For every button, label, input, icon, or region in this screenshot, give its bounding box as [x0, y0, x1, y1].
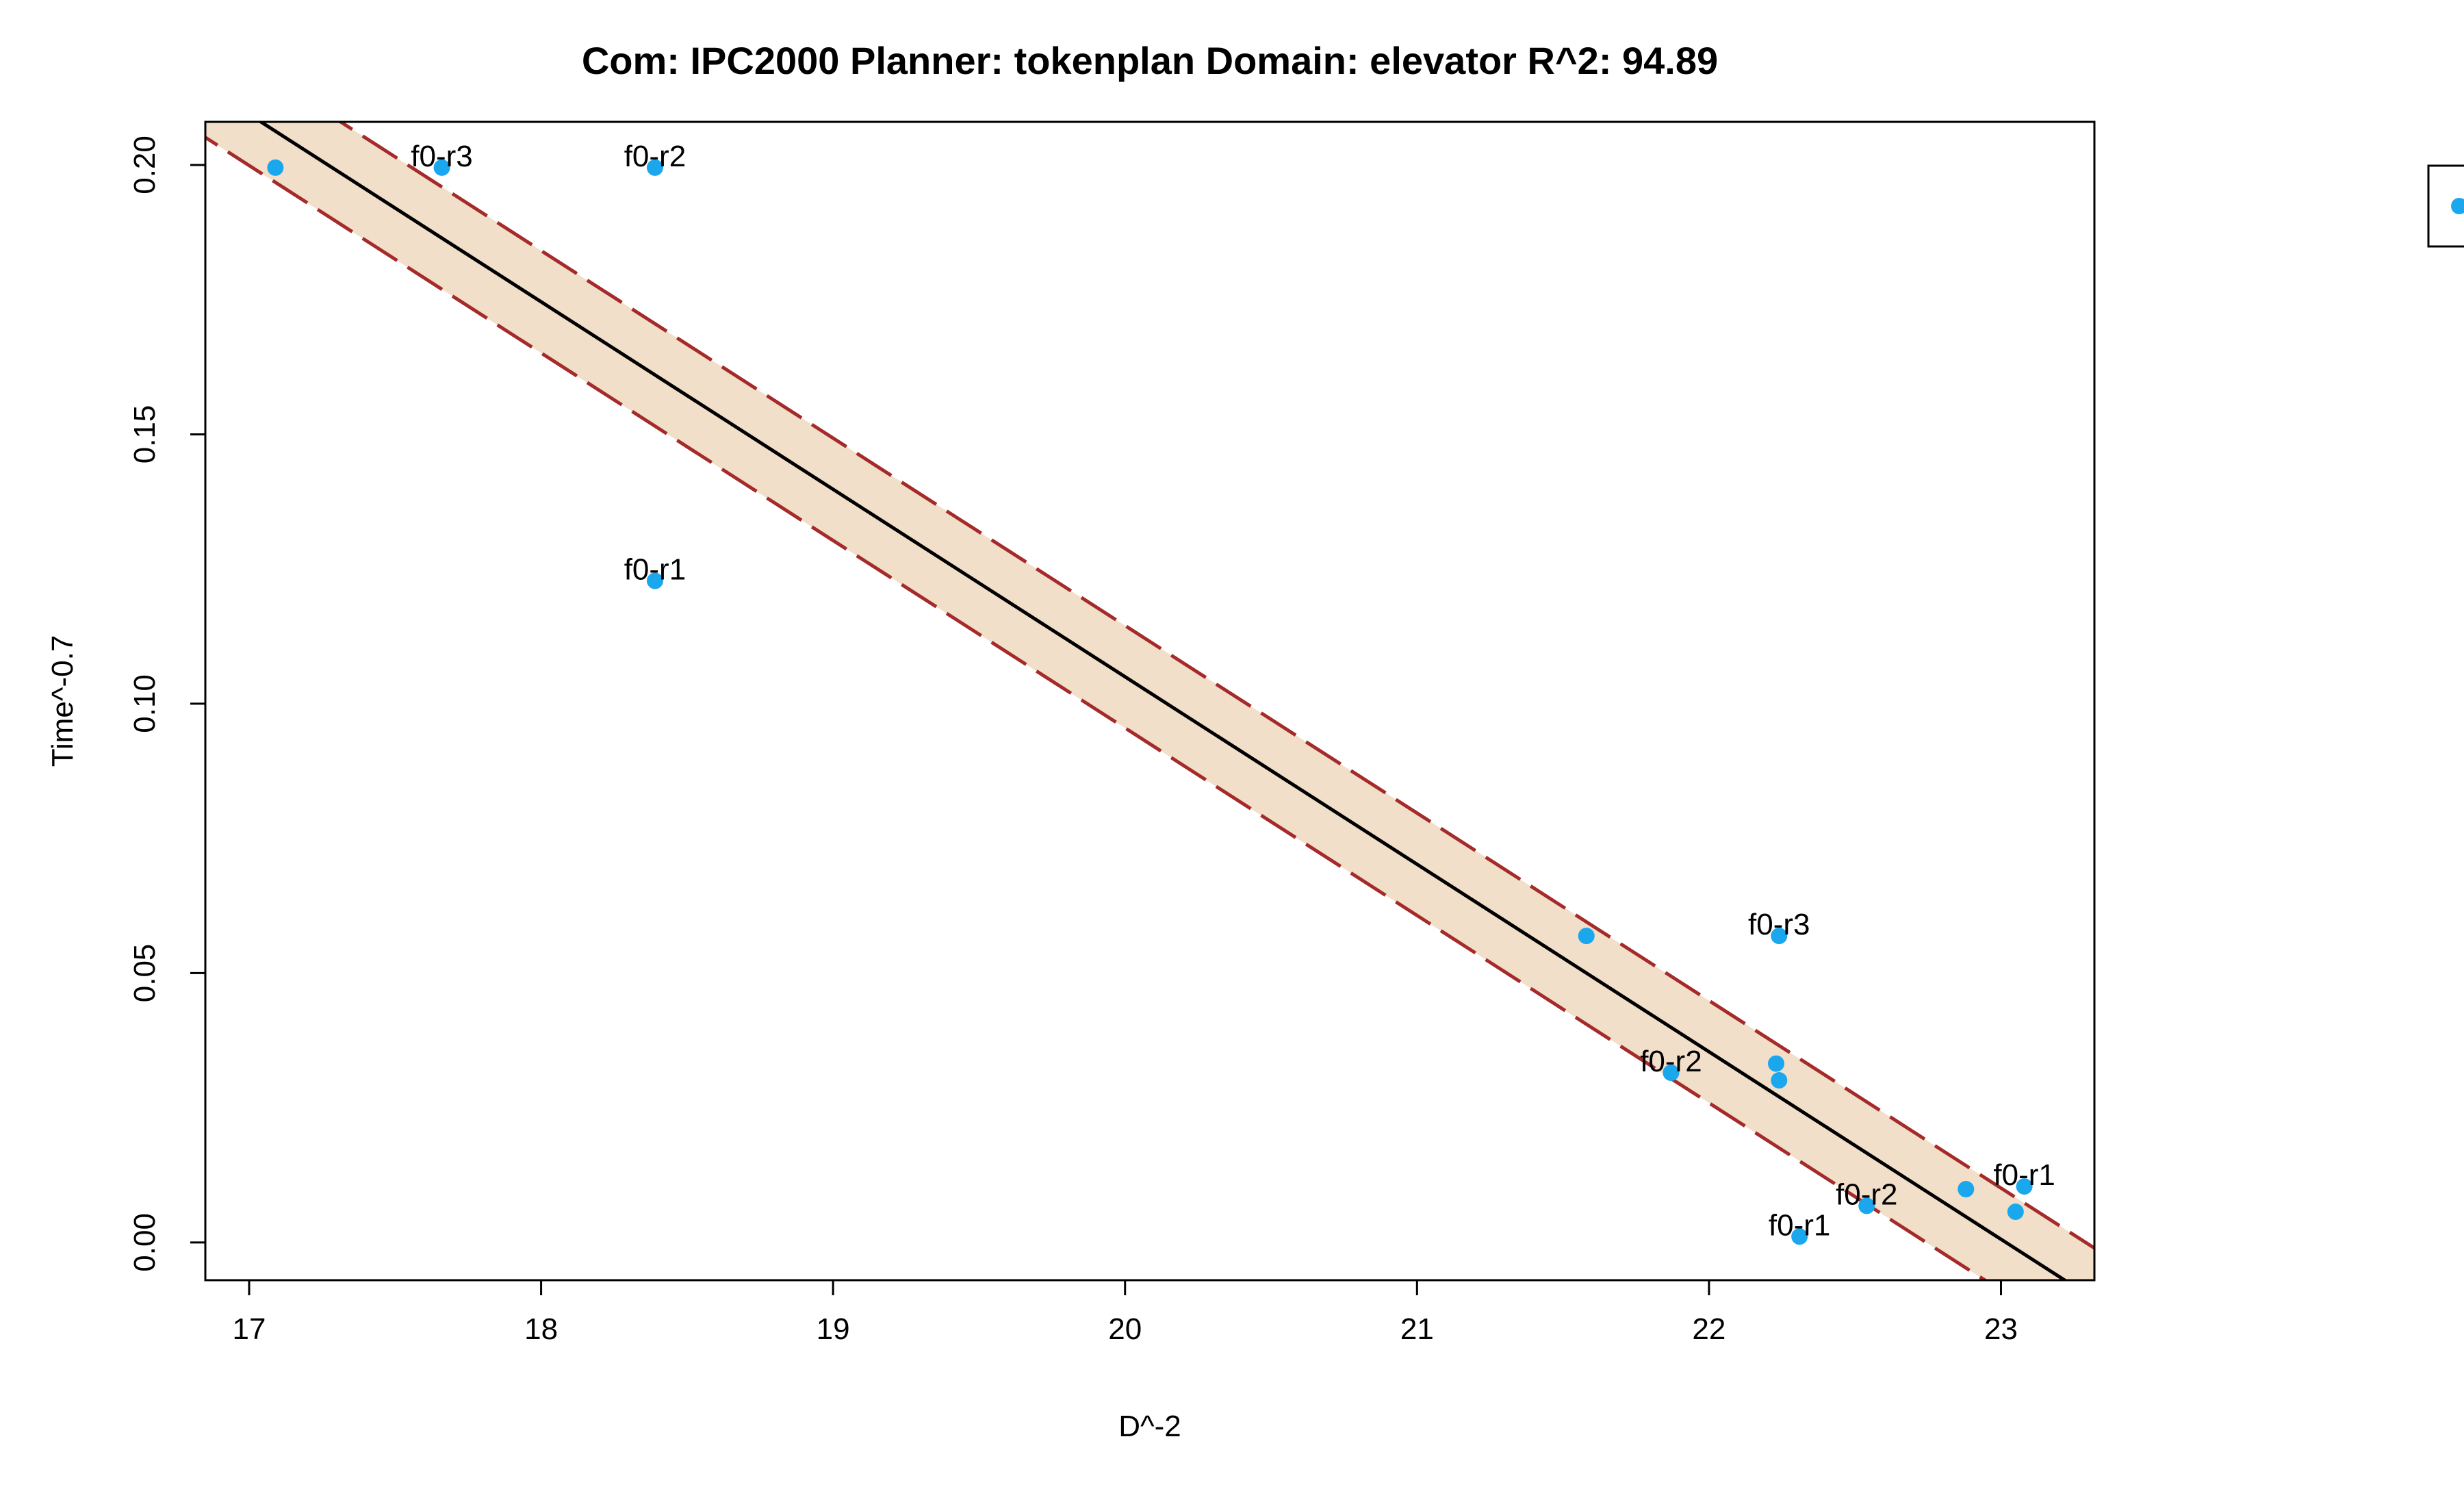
data-point	[2016, 1178, 2033, 1195]
data-point	[1858, 1197, 1875, 1214]
y-tick-label: 0.15	[128, 405, 162, 464]
data-point	[267, 159, 284, 176]
y-tick-label: 0.05	[128, 944, 162, 1003]
plot-area	[205, 122, 2094, 1280]
confidence-band	[205, 122, 2094, 1280]
point-label: f0-r1	[1993, 1158, 2055, 1192]
data-point	[1578, 928, 1595, 945]
point-label: f0-r3	[411, 140, 472, 173]
data-point	[646, 159, 663, 176]
upper-bound-line	[337, 122, 2094, 1251]
data-point	[1771, 928, 1788, 945]
point-label: f0-r3	[1748, 908, 1810, 941]
data-point	[1768, 1055, 1785, 1072]
data-point	[433, 159, 450, 176]
point-label: f0-r2	[624, 140, 686, 173]
point-label: f0-r1	[1769, 1208, 1830, 1242]
y-tick-label: 0.10	[128, 674, 162, 733]
data-points	[267, 159, 2033, 1245]
point-label: f0-r1	[624, 553, 686, 587]
data-point	[646, 572, 663, 589]
x-tick-label: 23	[1984, 1312, 2018, 1346]
x-tick-label: 22	[1692, 1312, 1725, 1346]
data-point	[1791, 1228, 1808, 1245]
y-axis: 0.00 0.05 0.10 0.15 0.20	[128, 136, 207, 1272]
data-point	[1958, 1181, 1975, 1198]
data-point	[2007, 1204, 2024, 1221]
y-tick-label: 0.20	[128, 136, 162, 194]
point-label: f0-r2	[1640, 1045, 1702, 1078]
data-point	[1771, 1072, 1788, 1089]
x-tick-label: 17	[233, 1312, 266, 1346]
y-tick-label: 0.00	[128, 1213, 162, 1272]
point-label: f0-r2	[1836, 1178, 1897, 1211]
chart-title: Com: IPC2000 Planner: tokenplan Domain: …	[582, 39, 1718, 82]
x-tick-label: 19	[817, 1312, 850, 1346]
x-tick-label: 21	[1400, 1312, 1434, 1346]
lower-bound-line	[205, 135, 1988, 1280]
data-point	[1663, 1065, 1680, 1082]
x-tick-label: 18	[524, 1312, 558, 1346]
regression-line	[257, 122, 2068, 1280]
x-tick-label: 20	[1108, 1312, 1142, 1346]
x-axis: 17 18 19 20 21 22 23	[233, 1279, 2018, 1346]
legend	[2427, 164, 2464, 248]
legend-marker	[2451, 198, 2464, 214]
x-axis-title: D^-2	[1118, 1410, 1181, 1443]
y-axis-title: Time^-0.7	[46, 635, 79, 767]
